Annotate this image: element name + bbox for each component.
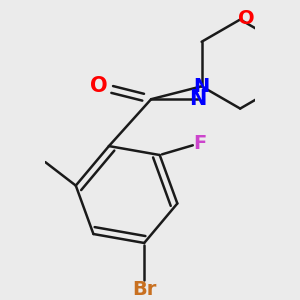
Text: N: N <box>194 77 210 96</box>
Text: Br: Br <box>132 280 156 299</box>
Text: O: O <box>238 9 254 28</box>
Text: F: F <box>193 134 206 153</box>
Text: O: O <box>90 76 107 96</box>
Text: N: N <box>189 89 207 109</box>
